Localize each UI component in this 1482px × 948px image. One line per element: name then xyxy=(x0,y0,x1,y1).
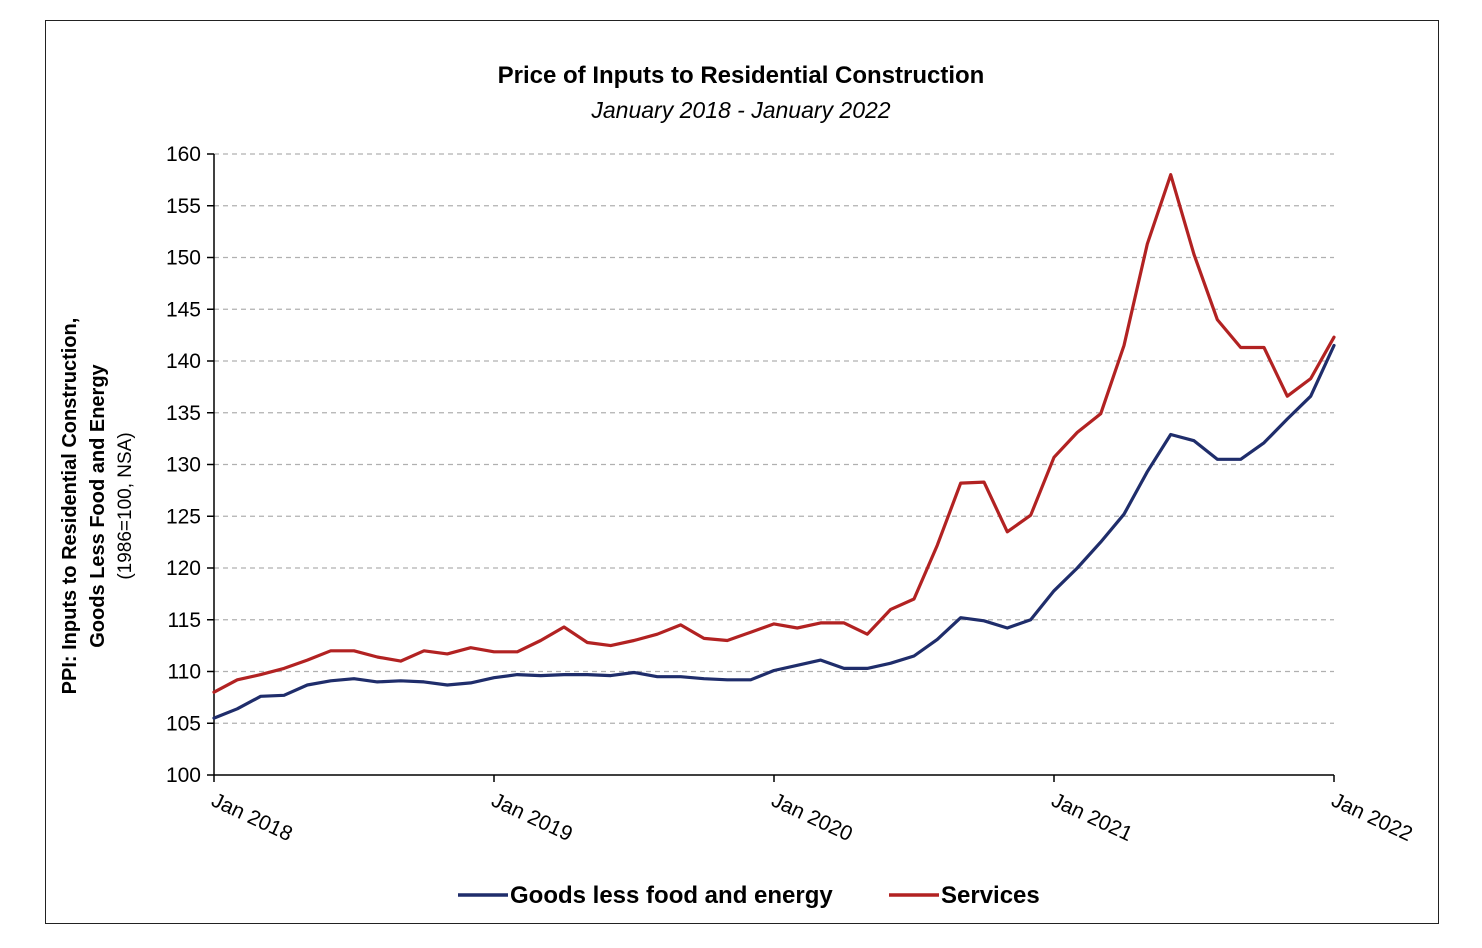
chart-frame: Price of Inputs to Residential Construct… xyxy=(45,20,1439,924)
legend: Goods less food and energy Services xyxy=(458,882,1040,909)
y-tick-label: 105 xyxy=(166,712,201,735)
y-tick-label: 115 xyxy=(168,609,201,632)
y-axis-label: PPI: Inputs to Residential Construction,… xyxy=(59,318,136,695)
y-tick-label: 125 xyxy=(166,505,201,528)
legend-item-services: Services xyxy=(889,882,1040,909)
y-tick-label: 100 xyxy=(166,764,201,787)
y-tick-label: 145 xyxy=(166,298,201,321)
chart-title: Price of Inputs to Residential Construct… xyxy=(498,62,985,89)
y-tick-label: 120 xyxy=(166,557,201,580)
x-tick-label: Jan 2018 xyxy=(208,789,296,846)
x-tick-label: Jan 2022 xyxy=(1328,789,1416,846)
y-tick-label: 130 xyxy=(166,454,201,477)
series-goods-line xyxy=(212,343,1336,720)
x-tick-label: Jan 2021 xyxy=(1048,789,1136,846)
series-layer xyxy=(212,173,1336,720)
y-tick-label: 150 xyxy=(166,247,201,270)
y-tick-label: 155 xyxy=(166,195,201,218)
chart-subtitle: January 2018 - January 2022 xyxy=(590,97,890,123)
line-chart: Price of Inputs to Residential Construct… xyxy=(59,62,1416,909)
y-axis-label-line1: PPI: Inputs to Residential Construction, xyxy=(59,318,81,695)
y-tick-label: 160 xyxy=(166,143,201,166)
y-axis-ticks: 100 105 110 115 120 125 130 135 140 145 150 155 160 xyxy=(166,143,214,787)
x-tick-label: Jan 2019 xyxy=(488,789,576,846)
y-tick-label: 135 xyxy=(166,402,201,425)
legend-item-goods: Goods less food and energy xyxy=(458,882,833,909)
x-axis-ticks: Jan 2018 Jan 2019 Jan 2020 Jan 2021 Jan 2022 xyxy=(208,775,1416,846)
legend-label-goods: Goods less food and energy xyxy=(510,882,833,909)
y-axis-label-line2: Goods Less Food and Energy xyxy=(87,363,109,647)
x-tick-label: Jan 2020 xyxy=(768,789,856,846)
series-services-line xyxy=(212,173,1336,694)
y-tick-label: 140 xyxy=(166,350,201,373)
gridlines xyxy=(214,153,1334,724)
legend-label-services: Services xyxy=(941,882,1040,909)
y-axis-label-line3: (1986=100, NSA) xyxy=(115,432,136,579)
y-tick-label: 110 xyxy=(168,661,201,684)
